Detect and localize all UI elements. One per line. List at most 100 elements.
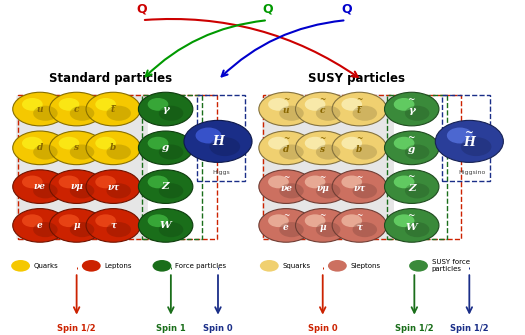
- Text: ντ: ντ: [353, 184, 365, 193]
- Text: H: H: [464, 136, 475, 149]
- Circle shape: [13, 170, 67, 203]
- Text: u: u: [37, 105, 43, 114]
- Text: Spin 0: Spin 0: [203, 324, 233, 333]
- Circle shape: [435, 120, 503, 162]
- Text: b: b: [110, 143, 117, 152]
- Text: s: s: [320, 145, 326, 154]
- Circle shape: [268, 176, 289, 188]
- Circle shape: [86, 170, 141, 203]
- Text: Spin 1: Spin 1: [156, 324, 186, 333]
- Text: H: H: [212, 135, 224, 148]
- Circle shape: [22, 214, 43, 227]
- Text: SUSY particles: SUSY particles: [308, 72, 405, 85]
- Circle shape: [316, 183, 340, 198]
- Text: νe: νe: [34, 182, 46, 191]
- Text: g: g: [408, 145, 415, 154]
- Circle shape: [107, 222, 131, 237]
- Circle shape: [394, 98, 414, 111]
- Circle shape: [279, 106, 304, 121]
- Circle shape: [195, 128, 222, 143]
- Circle shape: [33, 144, 58, 159]
- Circle shape: [22, 137, 43, 149]
- Circle shape: [332, 92, 386, 126]
- Circle shape: [148, 176, 169, 188]
- Circle shape: [384, 92, 439, 126]
- Circle shape: [49, 170, 104, 203]
- Text: ντ: ντ: [107, 182, 119, 191]
- Circle shape: [70, 144, 94, 159]
- Text: τ: τ: [356, 222, 362, 231]
- Text: μ: μ: [74, 221, 80, 230]
- Text: Quarks: Quarks: [34, 263, 58, 269]
- Circle shape: [139, 92, 193, 126]
- Circle shape: [268, 98, 289, 111]
- Circle shape: [159, 106, 183, 121]
- Circle shape: [107, 183, 131, 198]
- Circle shape: [394, 176, 414, 188]
- Text: Spin 0: Spin 0: [308, 324, 338, 333]
- Circle shape: [353, 222, 377, 237]
- Circle shape: [316, 222, 340, 237]
- Text: g: g: [162, 143, 169, 152]
- Circle shape: [82, 260, 101, 272]
- Circle shape: [304, 98, 326, 111]
- Circle shape: [341, 137, 362, 149]
- Text: νe: νe: [280, 184, 292, 193]
- Circle shape: [33, 106, 58, 121]
- FancyBboxPatch shape: [16, 94, 148, 240]
- Circle shape: [304, 137, 326, 149]
- Circle shape: [304, 176, 326, 188]
- Circle shape: [96, 214, 116, 227]
- Text: νμ: νμ: [316, 184, 329, 193]
- Text: ~: ~: [320, 96, 326, 104]
- Circle shape: [107, 144, 131, 159]
- Text: c: c: [74, 105, 79, 114]
- Circle shape: [139, 209, 193, 242]
- Text: b: b: [356, 145, 362, 154]
- Text: τ: τ: [110, 221, 116, 230]
- Text: W: W: [406, 222, 417, 231]
- Text: νμ: νμ: [70, 182, 83, 191]
- Text: Q: Q: [136, 2, 148, 15]
- Text: Leptons: Leptons: [104, 263, 132, 269]
- Text: Spin 1/2: Spin 1/2: [395, 324, 434, 333]
- Circle shape: [209, 137, 240, 156]
- Circle shape: [49, 131, 104, 165]
- Circle shape: [304, 214, 326, 227]
- Text: Spin 1/2: Spin 1/2: [57, 324, 96, 333]
- Text: SUSY force
particles: SUSY force particles: [432, 259, 470, 272]
- Text: d: d: [37, 143, 43, 152]
- Text: t̅: t̅: [358, 106, 361, 115]
- Text: u: u: [283, 106, 289, 115]
- Text: ~: ~: [465, 127, 474, 138]
- Text: Q: Q: [341, 2, 352, 15]
- Circle shape: [394, 137, 414, 149]
- Text: ~: ~: [356, 135, 363, 143]
- Circle shape: [316, 144, 340, 159]
- Circle shape: [405, 222, 429, 237]
- Circle shape: [86, 92, 141, 126]
- Circle shape: [59, 98, 79, 111]
- Text: γ: γ: [408, 106, 415, 115]
- Text: ~: ~: [320, 212, 326, 220]
- Circle shape: [296, 131, 350, 165]
- Circle shape: [341, 98, 362, 111]
- Circle shape: [86, 209, 141, 242]
- Circle shape: [341, 214, 362, 227]
- Circle shape: [159, 183, 183, 198]
- Circle shape: [49, 92, 104, 126]
- Circle shape: [96, 176, 116, 188]
- Text: e: e: [283, 222, 289, 231]
- Circle shape: [332, 170, 386, 203]
- Text: ~: ~: [320, 135, 326, 143]
- Text: Z: Z: [162, 182, 170, 191]
- Text: Standard particles: Standard particles: [49, 72, 172, 85]
- Circle shape: [159, 222, 183, 237]
- Circle shape: [139, 170, 193, 203]
- Circle shape: [353, 183, 377, 198]
- Text: ~: ~: [408, 95, 415, 105]
- Circle shape: [148, 137, 169, 149]
- Circle shape: [86, 131, 141, 165]
- Circle shape: [22, 98, 43, 111]
- Text: ~: ~: [320, 174, 326, 182]
